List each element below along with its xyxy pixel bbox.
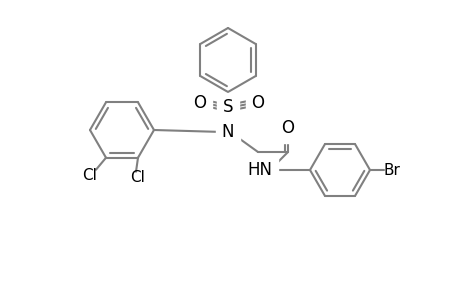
Text: Cl: Cl — [82, 168, 97, 183]
Text: Br: Br — [383, 163, 400, 178]
Text: N: N — [221, 123, 234, 141]
Text: O: O — [281, 119, 294, 137]
Text: HN: HN — [247, 161, 272, 179]
Text: Cl: Cl — [130, 170, 145, 185]
Text: O: O — [251, 94, 264, 112]
Text: O: O — [193, 94, 206, 112]
Text: S: S — [222, 98, 233, 116]
